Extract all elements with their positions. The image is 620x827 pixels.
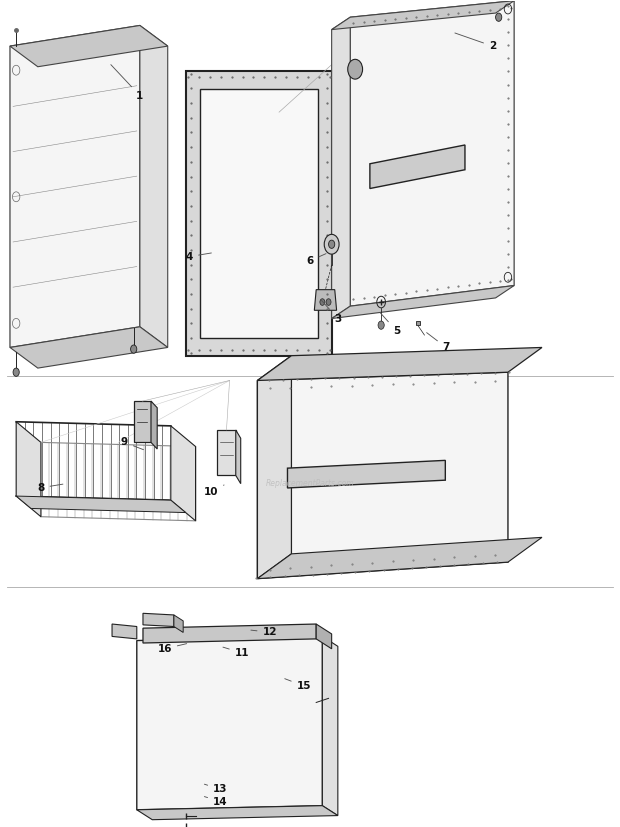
Polygon shape bbox=[137, 805, 338, 820]
Text: 4: 4 bbox=[185, 251, 211, 261]
Polygon shape bbox=[140, 26, 168, 347]
Polygon shape bbox=[174, 615, 183, 633]
Polygon shape bbox=[10, 26, 140, 347]
Circle shape bbox=[131, 345, 137, 353]
Circle shape bbox=[326, 299, 331, 305]
Text: 7: 7 bbox=[427, 332, 449, 352]
Circle shape bbox=[329, 240, 335, 248]
Text: 15: 15 bbox=[285, 679, 311, 691]
Circle shape bbox=[348, 60, 363, 79]
Polygon shape bbox=[316, 624, 332, 649]
Polygon shape bbox=[257, 372, 508, 579]
Polygon shape bbox=[288, 461, 445, 488]
Polygon shape bbox=[143, 624, 316, 643]
Text: 14: 14 bbox=[205, 796, 228, 806]
Polygon shape bbox=[16, 422, 41, 517]
Circle shape bbox=[13, 368, 19, 376]
Polygon shape bbox=[217, 430, 236, 476]
Polygon shape bbox=[322, 637, 338, 815]
Polygon shape bbox=[236, 430, 241, 484]
Polygon shape bbox=[370, 145, 465, 189]
Text: 1: 1 bbox=[111, 65, 143, 101]
Polygon shape bbox=[143, 614, 174, 627]
Circle shape bbox=[495, 13, 502, 22]
Text: 8: 8 bbox=[37, 483, 63, 493]
Polygon shape bbox=[112, 624, 137, 639]
Circle shape bbox=[320, 299, 325, 305]
Polygon shape bbox=[332, 285, 514, 318]
Polygon shape bbox=[171, 426, 195, 521]
Text: 10: 10 bbox=[204, 485, 224, 497]
Text: 11: 11 bbox=[223, 648, 249, 658]
Polygon shape bbox=[314, 289, 337, 310]
Text: 16: 16 bbox=[157, 643, 187, 654]
Polygon shape bbox=[16, 496, 185, 513]
Polygon shape bbox=[134, 401, 151, 442]
Polygon shape bbox=[186, 71, 332, 356]
Polygon shape bbox=[10, 26, 168, 67]
Text: 13: 13 bbox=[205, 784, 228, 794]
Circle shape bbox=[378, 321, 384, 329]
Polygon shape bbox=[257, 356, 291, 579]
Text: ReplacementParts.com: ReplacementParts.com bbox=[266, 479, 354, 488]
Text: 9: 9 bbox=[121, 437, 143, 450]
Circle shape bbox=[324, 234, 339, 254]
Polygon shape bbox=[200, 89, 318, 337]
Text: 3: 3 bbox=[321, 300, 342, 323]
Polygon shape bbox=[137, 637, 322, 810]
Text: 12: 12 bbox=[251, 628, 277, 638]
Text: 2: 2 bbox=[455, 33, 496, 51]
Text: 5: 5 bbox=[380, 313, 401, 336]
Polygon shape bbox=[332, 17, 350, 318]
Polygon shape bbox=[332, 1, 514, 30]
Polygon shape bbox=[151, 401, 157, 449]
Polygon shape bbox=[257, 538, 542, 579]
Polygon shape bbox=[10, 327, 168, 368]
Text: 6: 6 bbox=[306, 254, 326, 265]
Polygon shape bbox=[257, 347, 542, 380]
Polygon shape bbox=[350, 1, 514, 306]
